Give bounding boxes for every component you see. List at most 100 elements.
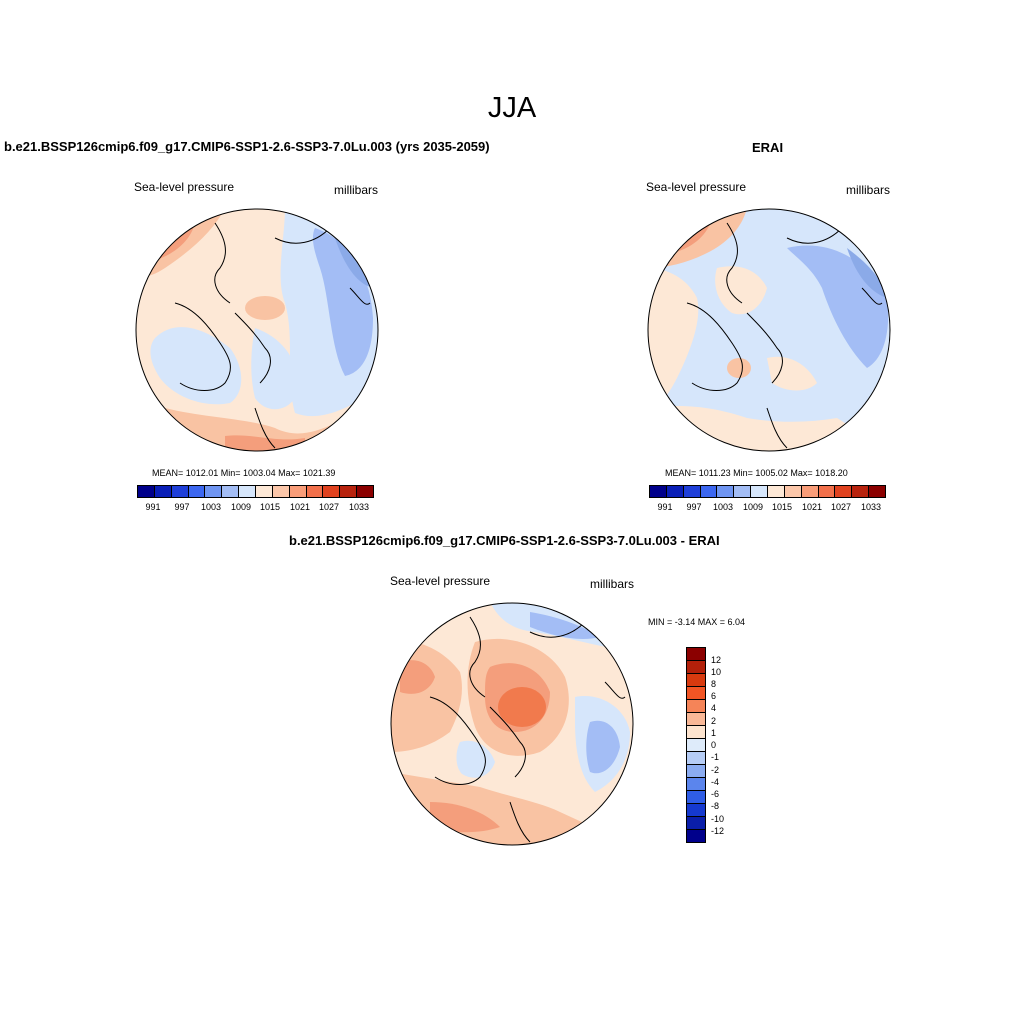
colorbar-tick-label: 1027 [318, 502, 340, 512]
colorbar-box [323, 486, 341, 497]
panel3-field-red-center-core [498, 687, 546, 727]
panel2-variable-label: Sea-level pressure [646, 180, 747, 194]
panel2-stats: MEAN= 1011.23 Min= 1005.02 Max= 1018.20 [665, 468, 848, 478]
colorbar-box [768, 486, 785, 497]
colorbar-tick-label: 991 [145, 502, 161, 512]
panel2-coastline [686, 222, 883, 449]
panel3-stats: MIN = -3.14 MAX = 6.04 [648, 617, 746, 627]
figure-title: JJA [487, 92, 537, 124]
panel2-field-blue-cap [847, 248, 887, 298]
panel3-map-border [390, 602, 634, 846]
panel3-field-blue-east-core [586, 720, 620, 774]
colorbar-box [818, 486, 836, 497]
colorbar-box [239, 486, 257, 497]
panel1-map [135, 208, 379, 452]
colorbar-box [852, 486, 870, 497]
colorbar-tick-label: 997 [686, 502, 702, 512]
panel2-map [647, 208, 891, 452]
colorbar-box [717, 486, 735, 497]
panel2-colorbar-labels: 991 997 1003 1009 1015 1021 1027 1033 [0, 502, 1024, 514]
colorbar-box [687, 739, 705, 752]
panel1-field-blue-strip [251, 328, 298, 410]
colorbar-tick-label: 1003 [200, 502, 222, 512]
panel2-colorbar [649, 485, 886, 498]
colorbar-tick-label: 1015 [771, 502, 793, 512]
panel1-title: b.e21.BSSP126cmip6.f09_g17.CMIP6-SSP1-2.… [4, 139, 490, 154]
panel2-map-border [647, 208, 891, 452]
colorbar-box [784, 486, 802, 497]
colorbar-box [751, 486, 769, 497]
panel1-variable-label: Sea-level pressure [134, 180, 235, 194]
colorbar-box [222, 486, 240, 497]
colorbar-tick-label: -2 [711, 765, 720, 775]
panel3-colorbar [686, 647, 706, 843]
colorbar-tick-label: -1 [711, 752, 720, 762]
colorbar-tick-label: -6 [711, 789, 720, 799]
colorbar-tick-label: 1003 [712, 502, 734, 512]
colorbar-box [256, 486, 273, 497]
colorbar-box [357, 486, 374, 497]
colorbar-tick-label: -8 [711, 801, 720, 811]
panel2-field-red-south-mid [767, 356, 817, 391]
colorbar-tick-label: -4 [711, 777, 720, 787]
colorbar-tick-label: 0 [711, 740, 717, 750]
colorbar-tick-label: -10 [711, 814, 725, 824]
colorbar-box [687, 791, 705, 804]
colorbar-box [801, 486, 819, 497]
colorbar-box [340, 486, 358, 497]
colorbar-box [687, 765, 705, 778]
panel2-field-red-greenland [727, 358, 751, 378]
panel1-colorbar [137, 485, 374, 498]
colorbar-box [687, 830, 705, 842]
panel2-title: ERAI [752, 140, 784, 155]
colorbar-box [687, 752, 705, 765]
colorbar-tick-label: 6 [711, 691, 717, 701]
colorbar-box [687, 687, 705, 700]
colorbar-box [154, 486, 172, 497]
panel3-field-red-nw-core [400, 660, 435, 694]
panel3-field-blue-greenland [456, 740, 495, 778]
colorbar-tick-label: 1015 [259, 502, 281, 512]
colorbar-tick-label: 1009 [230, 502, 252, 512]
panel1-stats: MEAN= 1012.01 Min= 1003.04 Max= 1021.39 [152, 468, 336, 478]
colorbar-tick-label: -12 [711, 826, 725, 836]
colorbar-box [687, 713, 705, 726]
colorbar-box [666, 486, 684, 497]
colorbar-tick-label: 1021 [801, 502, 823, 512]
colorbar-box [687, 804, 705, 817]
colorbar-tick-label: 1021 [289, 502, 311, 512]
panel1-colorbar-labels: 991 997 1003 1009 1015 1021 1027 1033 [0, 502, 1024, 514]
colorbar-tick-label: 1033 [348, 502, 370, 512]
colorbar-tick-label: 1009 [742, 502, 764, 512]
colorbar-box [687, 700, 705, 713]
panel2-units-label: millibars [846, 183, 891, 197]
colorbar-box [171, 486, 189, 497]
colorbar-tick-label: 991 [657, 502, 673, 512]
colorbar-box [734, 486, 752, 497]
colorbar-box [687, 817, 705, 830]
colorbar-tick-label: 1027 [830, 502, 852, 512]
colorbar-box [650, 486, 667, 497]
colorbar-tick-label: 10 [711, 667, 722, 677]
panel3-title: b.e21.BSSP126cmip6.f09_g17.CMIP6-SSP1-2.… [289, 533, 720, 548]
colorbar-box [687, 661, 705, 674]
panel1-field-blue-west [150, 327, 242, 405]
colorbar-box [289, 486, 307, 497]
colorbar-box [687, 778, 705, 791]
panel3-field-red-south-core [430, 802, 500, 833]
colorbar-box [687, 726, 705, 739]
panel1-units-label: millibars [334, 183, 379, 197]
panel3-field-blue-ne-core [530, 612, 600, 639]
colorbar-box [869, 486, 886, 497]
panel3-units-label: millibars [590, 577, 635, 591]
colorbar-box [687, 674, 705, 687]
panel1-coastline [174, 222, 371, 449]
colorbar-tick-label: 8 [711, 679, 717, 689]
colorbar-tick-label: 4 [711, 703, 717, 713]
panel2-field-red-center [715, 266, 767, 315]
panel3-map [390, 602, 634, 846]
colorbar-tick-label: 2 [711, 716, 717, 726]
panel1-field-red-center [245, 296, 285, 320]
colorbar-box [835, 486, 853, 497]
colorbar-box [306, 486, 324, 497]
